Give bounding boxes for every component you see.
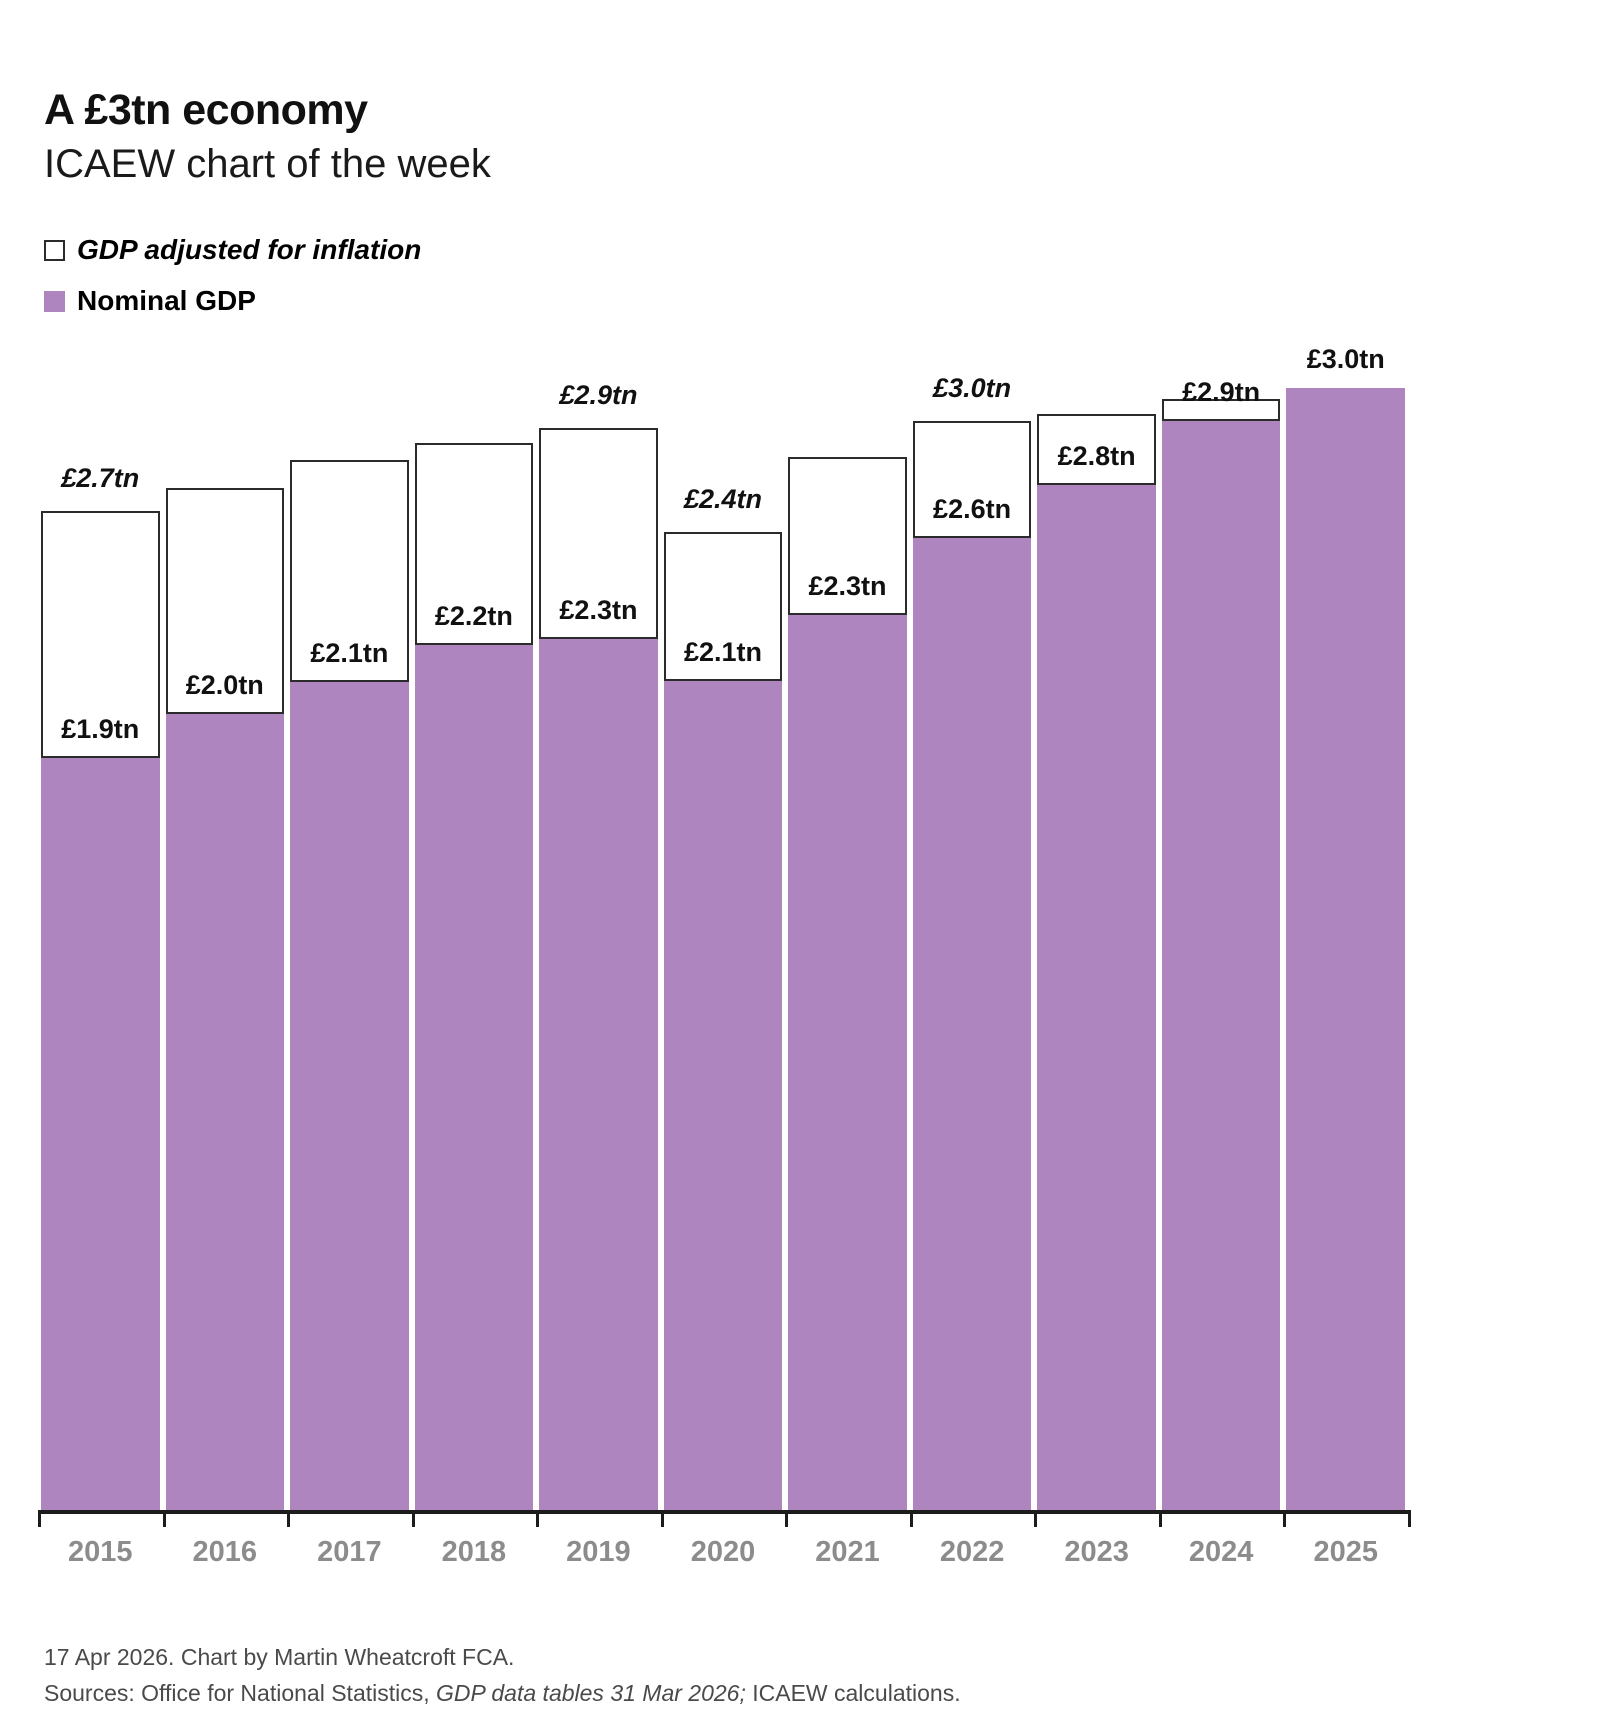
x-axis-tick: [1408, 1510, 1411, 1527]
footer-credit: 17 Apr 2026. Chart by Martin Wheatcroft …: [44, 1644, 515, 1670]
nominal-bar-2019[interactable]: [539, 639, 658, 1510]
x-axis-tick: [785, 1510, 789, 1527]
page-title: A £3tn economy: [44, 86, 368, 134]
adjusted-box-2024[interactable]: [1161, 399, 1281, 421]
adjusted-box-2016[interactable]: [165, 488, 285, 714]
legend-item-adjusted: GDP adjusted for inflation: [44, 232, 421, 268]
x-axis-label-2022: 2022: [939, 1536, 1005, 1568]
footer-sources-emphasis: GDP data tables 31 Mar 2026;: [436, 1680, 746, 1706]
adjusted-box-2018[interactable]: [414, 443, 534, 645]
nominal-bar-2024[interactable]: [1161, 421, 1281, 1510]
nominal-bar-2016[interactable]: [165, 714, 285, 1510]
adjusted-box-2020[interactable]: [663, 532, 783, 681]
x-axis-tick: [287, 1510, 291, 1527]
x-axis-tick: [909, 1510, 913, 1527]
x-axis-tick: [1034, 1510, 1038, 1527]
bar-group-2018[interactable]: £2.2tn: [414, 340, 534, 1510]
bar-group-2015[interactable]: £2.7tn £1.9tn: [41, 340, 160, 1510]
legend-item-nominal: Nominal GDP: [44, 283, 421, 319]
bar-group-2017[interactable]: £2.1tn: [290, 340, 409, 1510]
x-axis-label-2024: 2024: [1188, 1536, 1254, 1568]
footer-sources-prefix: Sources: Office for National Statistics,: [44, 1680, 437, 1706]
nominal-bar-2015[interactable]: [41, 758, 160, 1510]
bar-group-2021[interactable]: £2.3tn: [788, 340, 907, 1510]
x-axis-label-2016: 2016: [192, 1536, 258, 1568]
x-axis-label-2019: 2019: [566, 1536, 631, 1568]
x-axis-tick: [38, 1510, 41, 1527]
adjusted-box-2015[interactable]: [41, 511, 160, 758]
adjusted-value-label-2020: £2.4tn: [683, 484, 762, 514]
filled-square-icon: [44, 290, 65, 312]
x-axis-tick: [411, 1510, 415, 1527]
legend-item-adjusted-label: GDP adjusted for inflation: [77, 234, 422, 265]
bar-group-2024[interactable]: £2.9tn: [1161, 340, 1281, 1510]
bar-group-2022[interactable]: £3.0tn £2.6tn: [912, 340, 1032, 1510]
nominal-value-label-2018: £2.2tn: [434, 601, 513, 631]
chart-legend: GDP adjusted for inflation Nominal GDP: [44, 232, 421, 334]
nominal-bar-2025[interactable]: [1286, 388, 1405, 1510]
bar-group-2019[interactable]: £2.9tn £2.3tn: [539, 340, 658, 1510]
footer-sources: Sources: Office for National Statistics,…: [44, 1680, 961, 1707]
nominal-value-label-2020: £2.1tn: [683, 637, 762, 667]
adjusted-value-label-2022: £3.0tn: [933, 373, 1012, 403]
adjusted-box-2019[interactable]: [539, 428, 658, 639]
page-subtitle: ICAEW chart of the week: [44, 142, 491, 186]
adjusted-box-2022[interactable]: [912, 421, 1032, 538]
nominal-value-label-2016: £2.0tn: [185, 670, 264, 700]
adjusted-value-label-2015: £2.7tn: [61, 463, 140, 493]
x-axis-line: [38, 1510, 1409, 1514]
nominal-value-label-2019: £2.3tn: [559, 595, 638, 625]
x-axis-tick: [660, 1510, 664, 1527]
legend-item-nominal-label: Nominal GDP: [77, 285, 256, 316]
bar-group-2023[interactable]: £2.8tn: [1037, 340, 1156, 1510]
x-axis-label-2015: 2015: [68, 1536, 133, 1568]
nominal-bar-2017[interactable]: [290, 682, 409, 1510]
bar-group-2020[interactable]: £2.4tn £2.1tn: [663, 340, 783, 1510]
nominal-bar-2021[interactable]: [788, 615, 907, 1510]
bar-group-2016[interactable]: £2.0tn: [165, 340, 285, 1510]
nominal-value-label-2021: £2.3tn: [808, 571, 887, 601]
nominal-bar-2023[interactable]: [1037, 485, 1156, 1510]
nominal-value-label-2023: £2.8tn: [1057, 441, 1136, 471]
nominal-value-label-2025: £3.0tn: [1306, 344, 1385, 374]
x-axis-tick: [1158, 1510, 1162, 1527]
bar-group-2025[interactable]: £3.0tn: [1286, 340, 1405, 1510]
x-axis-label-2017: 2017: [317, 1536, 382, 1568]
x-axis-label-2025: 2025: [1313, 1536, 1378, 1568]
plot-area: £2.7tn £1.9tn £2.0tn £2.1tn £2.2tn £2.9tn £2.3…: [38, 340, 1408, 1510]
outline-square-icon: [44, 239, 65, 261]
nominal-bar-2020[interactable]: [663, 681, 783, 1510]
nominal-bar-2018[interactable]: [414, 645, 534, 1510]
nominal-value-label-2024: £2.9tn: [1182, 377, 1261, 407]
x-axis-label-2018: 2018: [441, 1536, 507, 1568]
adjusted-box-2023[interactable]: [1037, 414, 1156, 485]
x-axis-tick: [162, 1510, 166, 1527]
x-axis-label-2021: 2021: [815, 1536, 880, 1568]
footer-sources-suffix: ICAEW calculations.: [745, 1680, 961, 1706]
adjusted-box-2017[interactable]: [290, 460, 409, 682]
x-axis-tick: [536, 1510, 540, 1527]
nominal-value-label-2017: £2.1tn: [310, 638, 389, 668]
x-axis-label-2023: 2023: [1064, 1536, 1129, 1568]
nominal-value-label-2022: £2.6tn: [933, 494, 1012, 524]
x-axis-label-2020: 2020: [690, 1536, 756, 1568]
adjusted-value-label-2019: £2.9tn: [559, 380, 638, 410]
x-axis-tick: [1283, 1510, 1287, 1527]
nominal-value-label-2015: £1.9tn: [61, 714, 140, 744]
nominal-bar-2022[interactable]: [912, 538, 1032, 1510]
adjusted-box-2021[interactable]: [788, 457, 907, 615]
